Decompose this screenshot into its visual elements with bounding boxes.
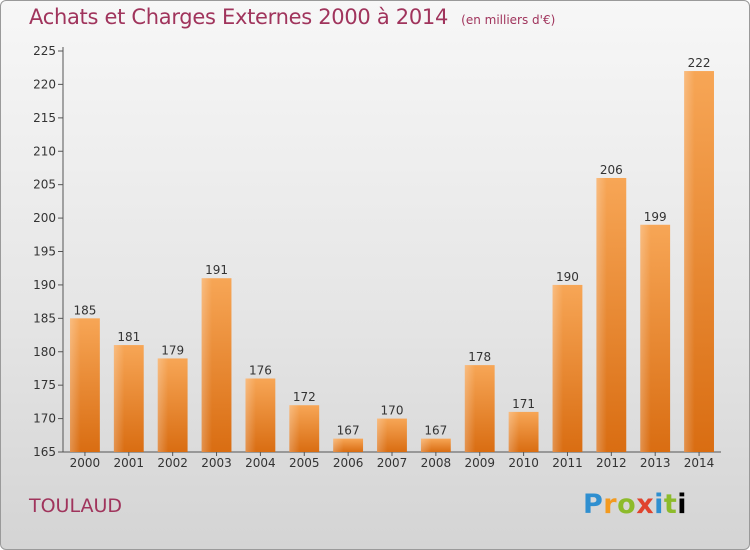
y-tick-label: 210	[33, 144, 56, 158]
y-tick-label: 195	[33, 245, 56, 259]
bar-value-label: 171	[512, 397, 535, 411]
y-tick-label: 190	[33, 278, 56, 292]
bar-labels: 185 181 179 191 176 172 167 170 167 178 171 190 206 1…	[73, 56, 710, 438]
logo-letter: P	[583, 489, 604, 520]
x-tick-label: 2008	[421, 456, 452, 470]
bar-value-label: 222	[688, 56, 711, 70]
bar-value-label: 190	[556, 270, 579, 284]
bars	[70, 71, 714, 453]
bar-highlight	[596, 177, 607, 452]
x-tick-label: 2004	[245, 456, 276, 470]
bar-value-label: 191	[205, 263, 228, 277]
x-tick-label: 2005	[289, 456, 320, 470]
y-tick-label: 185	[33, 311, 56, 325]
bar-value-label: 181	[117, 330, 140, 344]
bar-value-label: 170	[381, 404, 404, 418]
y-tick-label: 170	[33, 412, 56, 426]
bar-value-label: 179	[161, 343, 184, 357]
bar-value-label: 167	[337, 424, 360, 438]
logo-letter: r	[603, 489, 618, 520]
chart-subtitle: (en milliers d'€)	[461, 13, 556, 27]
bar-highlight	[201, 278, 213, 452]
logo-letter: t	[663, 489, 678, 520]
bar-value-label: 167	[424, 424, 447, 438]
bar-highlight	[70, 318, 81, 452]
x-tick-label: 2009	[464, 456, 495, 470]
x-tick-label: 2001	[114, 456, 145, 470]
x-tick-label: 2010	[508, 456, 539, 470]
bar-highlight	[552, 284, 563, 452]
bar-value-label: 206	[600, 163, 623, 177]
bar-highlight	[157, 358, 169, 452]
chart-header: Achats et Charges Externes 2000 à 2014 (…	[29, 5, 555, 29]
bar-highlight	[684, 71, 695, 453]
bar-value-label: 185	[73, 303, 96, 317]
bar-value-label: 172	[293, 390, 316, 404]
y-tick-label: 180	[33, 345, 56, 359]
y-tick-label: 205	[33, 178, 56, 192]
bar-value-label: 199	[644, 210, 667, 224]
bar-highlight	[420, 438, 432, 452]
logo-letter: o	[617, 489, 637, 520]
commune-name: TOULAUD	[29, 495, 123, 517]
bar-value-label: 178	[468, 350, 491, 364]
x-tick-label: 2011	[552, 456, 583, 470]
y-tick-label: 200	[33, 211, 56, 225]
bar-highlight	[113, 345, 125, 452]
axes: 165 170 175 180 185 190 195 200 205 210 215 220 225 2…	[33, 44, 721, 470]
chart-title: Achats et Charges Externes 2000 à 2014	[29, 5, 449, 29]
y-tick-label: 165	[33, 445, 56, 459]
logo-letter: i	[677, 489, 688, 520]
bar-highlight	[640, 224, 651, 452]
x-tick-label: 2006	[333, 456, 364, 470]
bar-highlight	[464, 365, 476, 452]
bar-highlight	[289, 405, 300, 452]
y-tick-label: 175	[33, 378, 56, 392]
x-tick-label: 2007	[377, 456, 408, 470]
x-tick-label: 2014	[684, 456, 715, 470]
y-tick-label: 215	[33, 111, 56, 125]
x-tick-label: 2002	[157, 456, 188, 470]
bar-highlight	[333, 438, 344, 452]
proxiti-logo: Proxiti	[583, 489, 687, 520]
x-tick-label: 2000	[70, 456, 101, 470]
logo-letter: i	[654, 489, 664, 520]
x-tick-label: 2003	[201, 456, 232, 470]
bar-highlight	[377, 418, 388, 452]
x-tick-label: 2013	[640, 456, 671, 470]
bar-value-label: 176	[249, 363, 272, 377]
bar-highlight	[245, 378, 256, 452]
y-tick-label: 220	[33, 77, 56, 91]
logo-letter: x	[636, 489, 655, 520]
y-tick-label: 225	[33, 44, 56, 58]
x-tick-label: 2012	[596, 456, 627, 470]
bar-highlight	[508, 411, 520, 452]
